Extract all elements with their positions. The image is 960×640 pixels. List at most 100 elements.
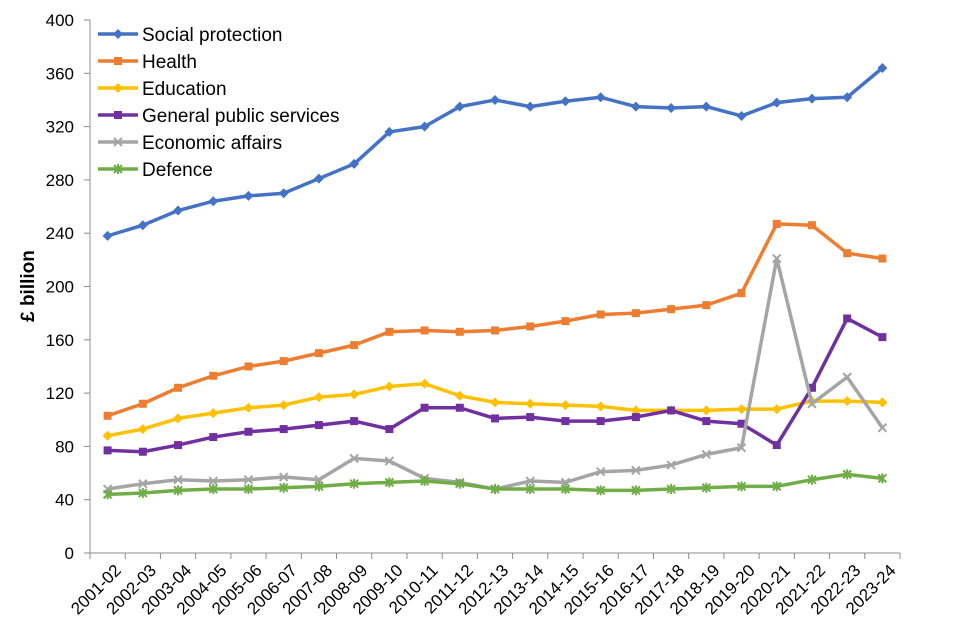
health-point (491, 326, 499, 335)
education-point (102, 430, 113, 441)
health-point (843, 249, 852, 258)
social-protection-point (806, 93, 817, 104)
y-axis-title: £ billion (18, 250, 39, 322)
education-point (137, 424, 148, 435)
general-public-services-point (244, 427, 253, 436)
general-public-services-point (843, 314, 852, 323)
social-protection-point (454, 101, 465, 112)
education-point (419, 378, 430, 389)
social-protection-point (630, 101, 641, 112)
health-point (526, 322, 535, 331)
education-point (454, 390, 465, 401)
y-tick-label: 400 (46, 11, 74, 30)
education-point (560, 400, 571, 411)
economic-affairs-point (701, 449, 712, 460)
social-protection-point (490, 94, 500, 105)
economic-affairs-point (243, 475, 254, 485)
legend-item-education: Education (98, 79, 227, 100)
series-defence (102, 469, 888, 500)
defence-point (138, 488, 148, 499)
general-public-services-point (138, 447, 147, 456)
general-public-services-point (702, 417, 711, 426)
education-point (384, 381, 395, 392)
defence-point (736, 481, 747, 492)
general-public-services-point (174, 441, 183, 450)
social-protection-point (560, 96, 571, 107)
general-public-services-point (209, 433, 218, 442)
general-public-services-point (667, 406, 676, 415)
economic-affairs-point (877, 423, 888, 433)
health-point (772, 219, 781, 228)
economic-affairs-point (772, 253, 782, 264)
education-point (490, 397, 500, 408)
general-public-services-point (103, 446, 112, 455)
social-protection-point (313, 173, 324, 184)
economic-affairs-point (525, 476, 535, 486)
health-point (138, 399, 147, 408)
health-point (244, 362, 253, 371)
education-point (701, 405, 712, 416)
education-point (525, 398, 536, 409)
health-point (737, 289, 746, 298)
general-public-services-point (631, 413, 640, 422)
legend-swatch-marker (113, 137, 123, 147)
defence-point (208, 484, 218, 495)
education-point (877, 397, 888, 408)
education-point (842, 396, 853, 407)
education-point (243, 402, 254, 413)
y-tick-label: 320 (46, 118, 74, 137)
general-public-services-point (526, 413, 535, 422)
defence-point (243, 484, 254, 495)
education-line (107, 382, 883, 438)
health-point (103, 411, 112, 420)
education-point (173, 413, 184, 424)
general-public-services-point (385, 425, 394, 434)
series-education (102, 378, 888, 441)
education-point (736, 404, 747, 415)
economic-affairs-point (666, 460, 676, 470)
y-tick-label: 280 (46, 171, 74, 190)
education-point (278, 400, 289, 411)
legend-label: Health (142, 52, 197, 73)
health-point (314, 349, 323, 358)
y-tick-label: 80 (55, 437, 74, 456)
health-point (455, 327, 464, 336)
education-point (595, 401, 606, 412)
legend-label: Education (142, 79, 227, 100)
education-point (771, 404, 782, 415)
social-protection-point (278, 188, 289, 199)
general-public-services-point (772, 441, 781, 450)
education-point (630, 405, 641, 416)
social-protection-point (208, 196, 219, 207)
social-protection-point (595, 92, 606, 103)
health-point (702, 301, 711, 310)
legend-label: Economic affairs (142, 133, 282, 154)
general-public-services-point (807, 383, 816, 392)
y-tick-label: 240 (46, 224, 74, 243)
economic-affairs-point (807, 399, 817, 409)
social-protection-point (666, 102, 677, 113)
defence-point (807, 474, 817, 485)
defence-point (701, 482, 712, 493)
defence-point (102, 489, 113, 500)
economic-affairs-point (736, 443, 747, 453)
series-general-public-services (103, 314, 887, 456)
defence-point (877, 473, 888, 484)
defence-point (490, 484, 500, 495)
general-public-services-point (878, 333, 887, 342)
economic-affairs-point (595, 467, 606, 477)
defence-point (666, 484, 676, 495)
social-protection-point (419, 121, 430, 132)
defence-point (419, 476, 430, 487)
defence-point (560, 484, 571, 495)
y-tick-label: 160 (46, 331, 74, 350)
legend-item-general-public-services: General public services (98, 106, 339, 127)
social-protection-point (771, 97, 782, 108)
legend: Social protection Health Education General … (98, 25, 339, 181)
health-point (279, 357, 288, 366)
social-protection-point (349, 158, 360, 169)
social-protection-point (701, 101, 712, 112)
x-tick-labels: 2001-022002-032003-042004-052005-062006-… (67, 561, 899, 619)
health-point (596, 310, 605, 319)
defence-point (314, 481, 324, 492)
